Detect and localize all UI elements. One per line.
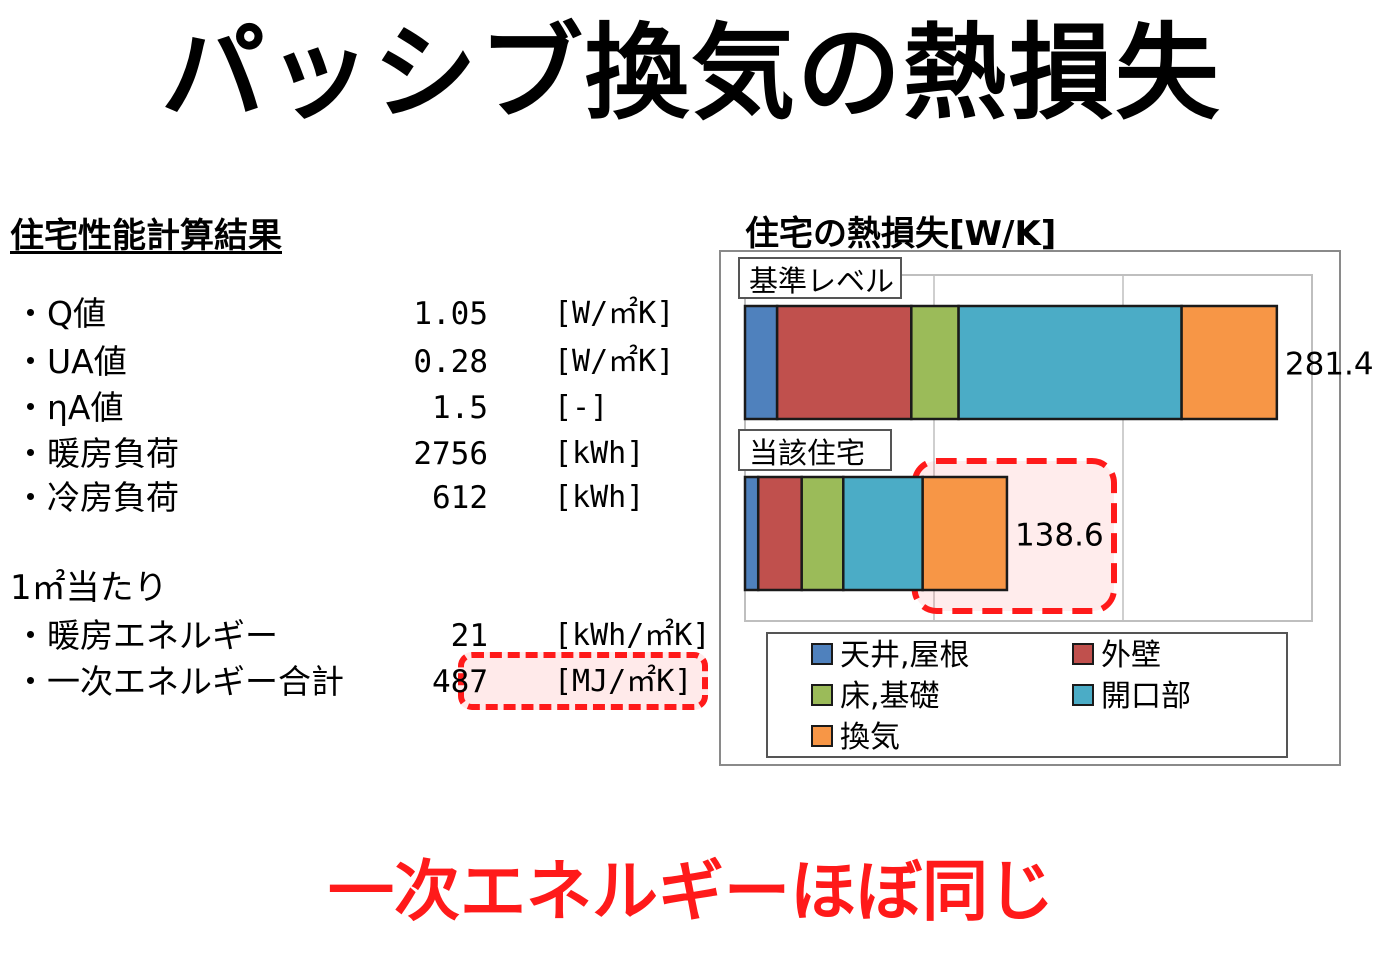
- metric-value: 487: [432, 664, 488, 700]
- legend-swatch: [811, 725, 833, 747]
- bar-segment: [743, 475, 760, 592]
- legend-box: [766, 632, 1288, 758]
- conclusion-text: 一次エネルギーほぼ同じ: [328, 853, 1054, 930]
- results-heading: 住宅性能計算結果: [10, 216, 282, 256]
- bar-segment: [910, 304, 960, 421]
- bar-segment: [957, 304, 1183, 421]
- bar-total-label: 138.6: [1015, 518, 1104, 554]
- bar-segment: [775, 304, 913, 421]
- legend-swatch: [1072, 684, 1094, 706]
- metric-ua-value: ・UA値 0.28 [W/㎡K]: [14, 340, 714, 384]
- legend-swatch: [811, 643, 833, 665]
- bar-segment: [842, 475, 924, 592]
- metric-unit: [MJ/㎡K]: [554, 664, 693, 699]
- metric-unit: [kWh]: [554, 436, 645, 471]
- legend-label: 天井,屋根: [840, 638, 970, 673]
- metric-name: ・暖房エネルギー: [14, 616, 278, 655]
- metric-value: 1.05: [413, 296, 488, 332]
- metric-heating-load: ・暖房負荷 2756 [kWh]: [14, 432, 714, 476]
- metric-name: ・暖房負荷: [14, 434, 179, 473]
- metric-name: ・一次エネルギー合計: [14, 662, 344, 701]
- metric-unit: [kWh/㎡K]: [554, 618, 711, 653]
- metric-unit: [-]: [554, 390, 609, 425]
- bar-segment: [921, 475, 1009, 592]
- metric-heating-energy: ・暖房エネルギー 21 [kWh/㎡K]: [14, 614, 714, 658]
- legend-label: 床,基礎: [840, 679, 940, 714]
- metric-q-value: ・Q値 1.05 [W/㎡K]: [14, 292, 714, 336]
- category-label-box: [738, 429, 892, 471]
- metric-value: 612: [432, 480, 488, 516]
- metric-cooling-load: ・冷房負荷 612 [kWh]: [14, 476, 714, 520]
- legend-label: 外壁: [1101, 638, 1161, 673]
- metric-eta-a-value: ・ηA値 1.5 [-]: [14, 386, 714, 430]
- metric-name: ・冷房負荷: [14, 478, 179, 517]
- bar-segment: [800, 475, 845, 592]
- legend-label: 換気: [840, 720, 900, 755]
- metric-primary-energy: ・一次エネルギー合計 487 [MJ/㎡K]: [14, 660, 714, 704]
- legend-swatch: [1072, 643, 1094, 665]
- legend-label: 開口部: [1101, 679, 1191, 714]
- bar-segment: [1180, 304, 1279, 421]
- category-label: 基準レベル: [749, 264, 894, 298]
- bar-total-label: 281.4: [1285, 347, 1374, 383]
- category-label-box: [738, 257, 902, 299]
- bar-segment: [756, 475, 803, 592]
- metric-name: ・ηA値: [14, 388, 124, 427]
- metric-value: 0.28: [413, 344, 488, 380]
- metric-name: ・UA値: [14, 342, 127, 381]
- chart-title: 住宅の熱損失[W/K]: [745, 214, 1057, 254]
- legend-swatch: [811, 684, 833, 706]
- page-title: パッシブ換気の熱損失: [160, 12, 1221, 134]
- per-area-heading: 1㎡当たり: [10, 568, 168, 608]
- metric-unit: [kWh]: [554, 480, 645, 515]
- metric-unit: [W/㎡K]: [554, 344, 675, 379]
- metric-unit: [W/㎡K]: [554, 296, 675, 331]
- metric-value: 1.5: [432, 390, 488, 426]
- primary-energy-highlight: [458, 652, 708, 710]
- metric-name: ・Q値: [14, 294, 106, 333]
- metric-value: 2756: [413, 436, 488, 472]
- metric-value: 21: [450, 618, 488, 654]
- bar-segment: [743, 304, 779, 421]
- category-label: 当該住宅: [749, 436, 865, 470]
